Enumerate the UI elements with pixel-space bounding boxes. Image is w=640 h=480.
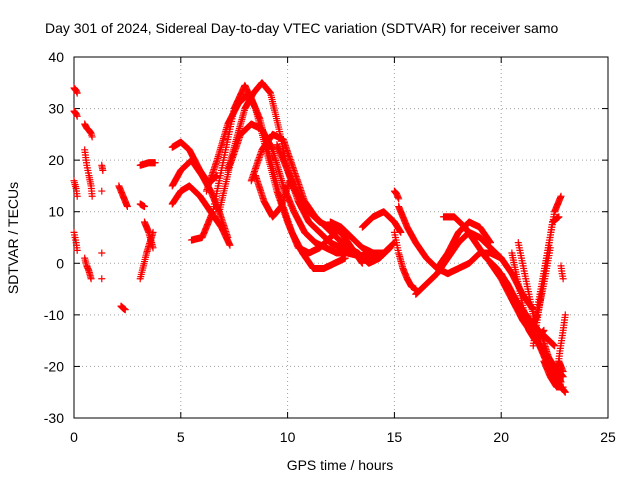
y-tick-label: -30 xyxy=(44,410,64,426)
series-arc01 xyxy=(70,84,81,97)
series-arc46 xyxy=(557,262,567,283)
data-point xyxy=(123,203,131,211)
series-arc05 xyxy=(81,120,96,141)
data-point xyxy=(73,192,81,200)
series-arc09 xyxy=(98,187,106,195)
chart-title: Day 301 of 2024, Sidereal Day-to-day VTE… xyxy=(45,20,558,36)
data-point xyxy=(98,275,106,283)
series-arc04 xyxy=(70,228,81,254)
data-point xyxy=(226,241,234,249)
x-tick-label: 5 xyxy=(177,429,185,445)
y-tick-label: 30 xyxy=(48,101,64,117)
series-arc08 xyxy=(98,161,107,174)
data-point xyxy=(397,228,405,236)
series-arc29 xyxy=(358,208,405,236)
data-point xyxy=(98,249,106,257)
data-points xyxy=(70,79,569,396)
series-arc14 xyxy=(136,159,159,169)
data-point xyxy=(87,275,95,283)
x-tick-label: 15 xyxy=(387,429,403,445)
y-tick-label: -10 xyxy=(44,307,64,323)
data-point xyxy=(73,246,81,254)
data-point xyxy=(140,203,148,211)
x-tick-label: 20 xyxy=(493,429,509,445)
data-point xyxy=(88,133,96,141)
series-arc17 xyxy=(140,218,157,252)
data-point xyxy=(73,112,81,120)
x-axis-label: GPS time / hours xyxy=(287,457,394,473)
data-point xyxy=(395,195,403,203)
x-tick-label: 10 xyxy=(280,429,296,445)
data-point xyxy=(98,187,106,195)
series-arc13 xyxy=(117,302,129,314)
y-tick-label: 40 xyxy=(48,49,64,65)
y-tick-label: 0 xyxy=(56,255,64,271)
data-point xyxy=(99,166,107,174)
series-arc06 xyxy=(81,146,96,200)
axis-ticks: 0 5 10 15 20 25 -30 -20 -10 0 10 20 30 40 xyxy=(44,49,616,445)
series-arc03 xyxy=(70,177,81,200)
series-arc02 xyxy=(70,107,81,120)
series-arc11 xyxy=(98,275,106,283)
series-arc22 xyxy=(202,89,349,272)
series-arc43 xyxy=(531,192,565,324)
y-tick-label: -20 xyxy=(44,358,64,374)
series-arc31 xyxy=(390,228,420,293)
data-point xyxy=(497,254,505,262)
series-arc15 xyxy=(136,200,148,211)
series-arc19 xyxy=(168,156,232,241)
y-tick-label: 10 xyxy=(48,204,64,220)
x-tick-label: 0 xyxy=(70,429,78,445)
series-arc07 xyxy=(81,254,95,283)
series-arc16 xyxy=(136,228,157,283)
series-arc37 xyxy=(497,270,559,350)
data-point xyxy=(151,159,159,167)
data-point xyxy=(487,239,495,247)
x-tick-label: 25 xyxy=(600,429,616,445)
data-point xyxy=(358,259,366,267)
series-arc28 xyxy=(326,218,398,257)
series-arc12 xyxy=(115,182,131,211)
series-arc10 xyxy=(98,249,106,257)
data-point xyxy=(73,89,81,97)
data-point xyxy=(121,306,129,314)
y-tick-label: 20 xyxy=(48,152,64,168)
series-arc34 xyxy=(433,218,495,272)
series-arc30 xyxy=(390,187,403,203)
y-axis-label: SDTVAR / TECUs xyxy=(5,182,21,294)
data-point xyxy=(88,192,96,200)
data-point xyxy=(149,244,157,252)
